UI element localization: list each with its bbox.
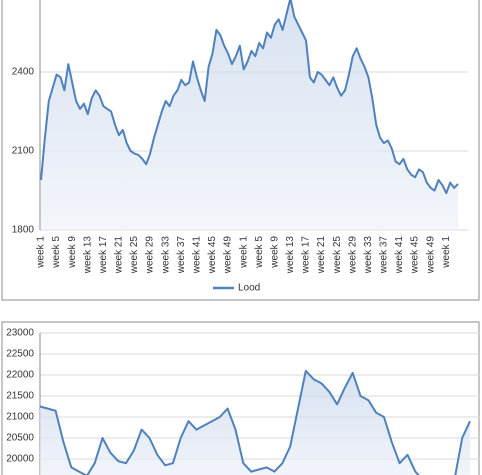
x-tick-label: week 1 xyxy=(36,236,47,269)
x-tick-label: week 33 xyxy=(363,236,374,275)
x-tick-label: week 29 xyxy=(145,236,156,275)
x-tick-label: week 25 xyxy=(332,236,343,275)
y-tick-label: 21500 xyxy=(6,391,34,402)
x-tick-label: week 5 xyxy=(51,236,62,269)
y-tick-label: 21000 xyxy=(6,412,34,423)
x-tick-label: week 49 xyxy=(425,236,436,275)
y-tick-label: 2100 xyxy=(12,146,35,157)
x-tick-label: week 45 xyxy=(207,236,218,275)
x-tick-label: week 25 xyxy=(129,236,140,275)
legend-label: Lood xyxy=(238,283,260,294)
x-tick-label: week 29 xyxy=(347,236,358,275)
x-tick-label: week 9 xyxy=(269,236,280,269)
x-tick-label: week 17 xyxy=(301,236,312,275)
x-tick-label: week 49 xyxy=(223,236,234,275)
y-tick-label: 1800 xyxy=(12,225,35,236)
x-tick-label: week 5 xyxy=(254,236,265,269)
y-tick-label: 22000 xyxy=(6,370,34,381)
y-tick-label: 20000 xyxy=(6,454,34,465)
x-tick-label: week 13 xyxy=(82,236,93,275)
area xyxy=(41,0,458,230)
plot-group: 1800 2100 2400 week 1 week 5 week 9 week 13 wee… xyxy=(6,0,480,475)
x-tick-label: week 13 xyxy=(285,236,296,275)
x-tick-label: week 1 xyxy=(238,236,249,269)
x-tick-label: week 9 xyxy=(67,236,78,269)
x-tick-label: week 41 xyxy=(394,236,405,275)
y-tick-label: 23000 xyxy=(6,328,34,339)
line xyxy=(39,369,471,475)
x-tick-label: week 21 xyxy=(114,236,125,275)
x-tick-label: week 37 xyxy=(176,236,187,275)
y-tick-label: 20500 xyxy=(6,433,34,444)
x-tick-label: week 37 xyxy=(379,236,390,275)
area xyxy=(40,370,470,475)
x-tick-label: week 21 xyxy=(316,236,327,275)
x-tick-label: week 1 xyxy=(441,236,452,269)
y-tick-label: 22500 xyxy=(6,349,34,360)
x-tick-label: week 17 xyxy=(98,236,109,275)
x-tick-label: week 45 xyxy=(410,236,421,275)
x-tick-label: week 41 xyxy=(192,236,203,275)
line xyxy=(40,0,459,195)
y-tick-label: 2400 xyxy=(12,67,35,78)
x-tick-label: week 33 xyxy=(160,236,171,275)
